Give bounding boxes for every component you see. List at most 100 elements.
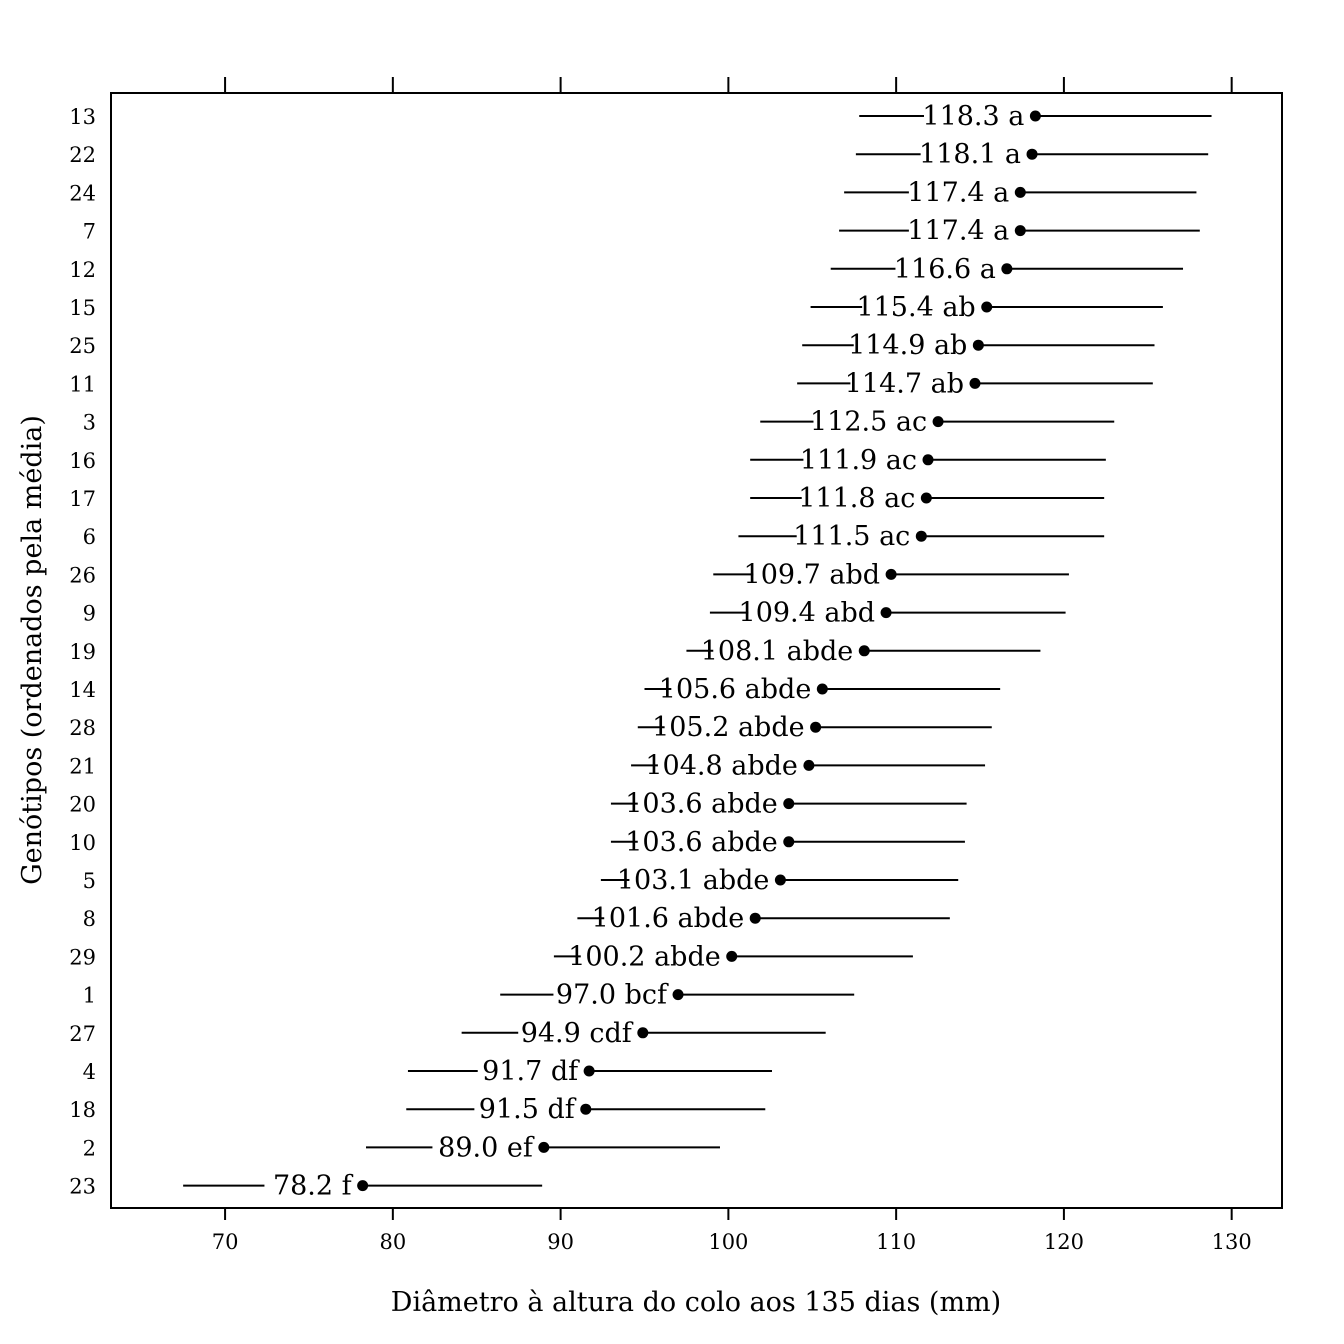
y-tick-labels: 1322247121525113161762691914282120105829… [69,105,96,1199]
y-tick-label-5: 5 [83,869,96,893]
row-genotype-20: 103.6 abde [610,789,967,820]
y-tick-label-7: 7 [83,220,96,244]
row-genotype-7: 117.4 a [839,216,1200,247]
y-tick-label-27: 27 [69,1022,96,1046]
y-tick-label-21: 21 [69,754,96,778]
point-label-6: 111.5 ac [793,521,910,552]
mean-point-14 [816,683,828,695]
x-axis-title: Diâmetro à altura do colo aos 135 dias (… [391,1287,1001,1318]
row-genotype-11: 114.7 ab [797,368,1153,399]
point-label-12: 116.6 a [894,254,996,285]
x-tick-label-70: 70 [212,1230,239,1254]
y-tick-label-12: 12 [69,258,96,282]
row-genotype-8: 101.6 abde [577,903,950,934]
y-tick-label-24: 24 [69,181,96,205]
mean-point-8 [749,912,761,924]
row-genotype-4: 91.7 df [407,1056,772,1087]
y-tick-label-18: 18 [69,1098,96,1122]
x-tick-label-90: 90 [547,1230,574,1254]
point-label-20: 103.6 abde [625,789,778,820]
row-genotype-29: 100.2 abde [553,941,913,972]
point-label-27: 94.9 cdf [521,1018,634,1049]
y-tick-label-22: 22 [69,143,96,167]
mean-point-10 [783,836,795,848]
y-tick-label-3: 3 [83,411,96,435]
y-tick-label-6: 6 [83,525,96,549]
point-label-29: 100.2 abde [568,941,721,972]
point-label-28: 105.2 abde [652,712,805,743]
x-tick-label-100: 100 [708,1230,748,1254]
row-genotype-24: 117.4 a [844,177,1197,208]
mean-point-17 [920,492,932,504]
y-tick-label-16: 16 [69,449,96,473]
bottom-axis-ticks [224,1208,1233,1220]
y-tick-label-14: 14 [69,678,96,702]
mean-point-15 [981,301,993,313]
row-genotype-26: 109.7 abd [713,559,1069,590]
mean-point-25 [972,339,984,351]
point-label-18: 91.5 df [479,1094,577,1125]
mean-point-20 [783,798,795,810]
row-genotype-22: 118.1 a [855,139,1209,170]
row-genotype-19: 108.1 abde [686,636,1041,667]
row-genotype-10: 103.6 abde [610,827,965,858]
mean-point-18 [580,1103,592,1115]
y-tick-label-25: 25 [69,334,96,358]
point-label-15: 115.4 ab [856,292,975,323]
row-genotype-15: 115.4 ab [810,292,1163,323]
row-genotype-6: 111.5 ac [738,521,1105,552]
mean-point-6 [915,530,927,542]
point-label-24: 117.4 a [907,177,1009,208]
mean-point-28 [810,721,822,733]
row-genotype-12: 116.6 a [830,254,1184,285]
point-label-2: 89.0 ef [438,1132,535,1163]
x-tick-label-130: 130 [1212,1230,1252,1254]
y-tick-label-19: 19 [69,640,96,664]
y-tick-label-15: 15 [69,296,96,320]
row-genotype-25: 114.9 ab [802,330,1155,361]
point-label-4: 91.7 df [482,1056,580,1087]
y-tick-label-2: 2 [83,1136,96,1160]
x-tick-label-80: 80 [379,1230,406,1254]
point-label-16: 111.9 ac [800,445,917,476]
row-genotype-18: 91.5 df [406,1094,766,1125]
point-label-23: 78.2 f [273,1171,354,1202]
plot-frame [110,92,1283,1209]
mean-point-27 [637,1027,649,1039]
mean-point-11 [969,377,981,389]
row-genotype-27: 94.9 cdf [461,1018,826,1049]
row-genotype-2: 89.0 ef [366,1132,720,1163]
point-label-1: 97.0 bcf [556,980,669,1011]
mean-point-23 [357,1180,369,1192]
y-tick-label-4: 4 [83,1060,96,1084]
y-tick-label-28: 28 [69,716,96,740]
mean-point-29 [726,950,738,962]
row-genotype-9: 109.4 abd [709,598,1066,629]
mean-point-3 [932,416,944,428]
point-label-11: 114.7 ab [845,368,964,399]
mean-point-4 [583,1065,595,1077]
row-genotype-1: 97.0 bcf [500,980,855,1011]
row-genotype-13: 118.3 a [859,101,1212,132]
point-label-3: 112.5 ac [810,407,927,438]
top-axis-ticks [224,77,1233,93]
row-genotype-16: 111.9 ac [750,445,1106,476]
y-tick-label-29: 29 [69,945,96,969]
point-label-19: 108.1 abde [701,636,854,667]
mean-point-5 [774,874,786,886]
mean-point-13 [1029,110,1041,122]
y-tick-label-13: 13 [69,105,96,129]
row-genotype-21: 104.8 abde [631,750,986,781]
x-tick-label-110: 110 [876,1230,916,1254]
row-genotype-17: 111.8 ac [750,483,1105,514]
y-tick-label-26: 26 [69,563,96,587]
mean-point-26 [885,568,897,580]
point-label-5: 103.1 abde [617,865,770,896]
mean-point-21 [803,759,815,771]
point-label-7: 117.4 a [907,216,1009,247]
row-genotype-3: 112.5 ac [760,407,1115,438]
y-axis-title: Genótipos (ordenados pela média) [17,415,48,885]
x-tick-labels: 70 80 90 100 110 120 130 [212,1230,1252,1254]
point-label-10: 103.6 abde [625,827,778,858]
